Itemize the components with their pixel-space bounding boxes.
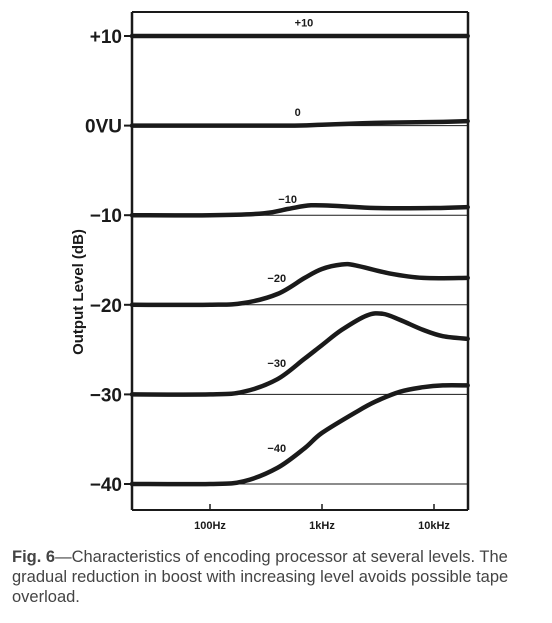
x-tick-label: 10kHz <box>418 520 450 532</box>
x-tick-label: 100Hz <box>194 520 226 532</box>
y-tick-label: −20 <box>90 296 122 317</box>
series-line <box>129 311 470 397</box>
y-tick-label: −30 <box>90 385 122 406</box>
series-label: 0 <box>295 107 301 119</box>
series-line <box>129 202 470 218</box>
y-tick-label: 0VU <box>85 117 122 138</box>
series-line <box>129 383 470 487</box>
figure-caption: Fig. 6—Characteristics of encoding proce… <box>12 547 540 607</box>
y-axis-label: Output Level (dB) <box>70 229 87 355</box>
chart: +10 0VU −10 −20 −30 −40 100Hz 1kHz 10kHz Output L… <box>70 11 470 532</box>
x-tick-label: 1kHz <box>309 520 335 532</box>
series-label: −30 <box>267 358 286 370</box>
series-label: −10 <box>278 194 297 206</box>
series-line <box>129 118 470 128</box>
series-label: −20 <box>267 273 286 285</box>
caption-fig-label: Fig. 6 <box>12 548 56 566</box>
y-tick-label: −40 <box>90 475 122 496</box>
series-label: −40 <box>267 443 286 455</box>
caption-text: —Characteristics of encoding processor a… <box>12 548 509 606</box>
series-line <box>129 261 470 308</box>
y-tick-label: +10 <box>90 27 122 48</box>
y-tick-label: −10 <box>90 206 122 227</box>
series-label: +10 <box>295 18 314 30</box>
chart-svg: +10 0VU −10 −20 −30 −40 100Hz 1kHz 10kHz Output L… <box>70 11 470 532</box>
